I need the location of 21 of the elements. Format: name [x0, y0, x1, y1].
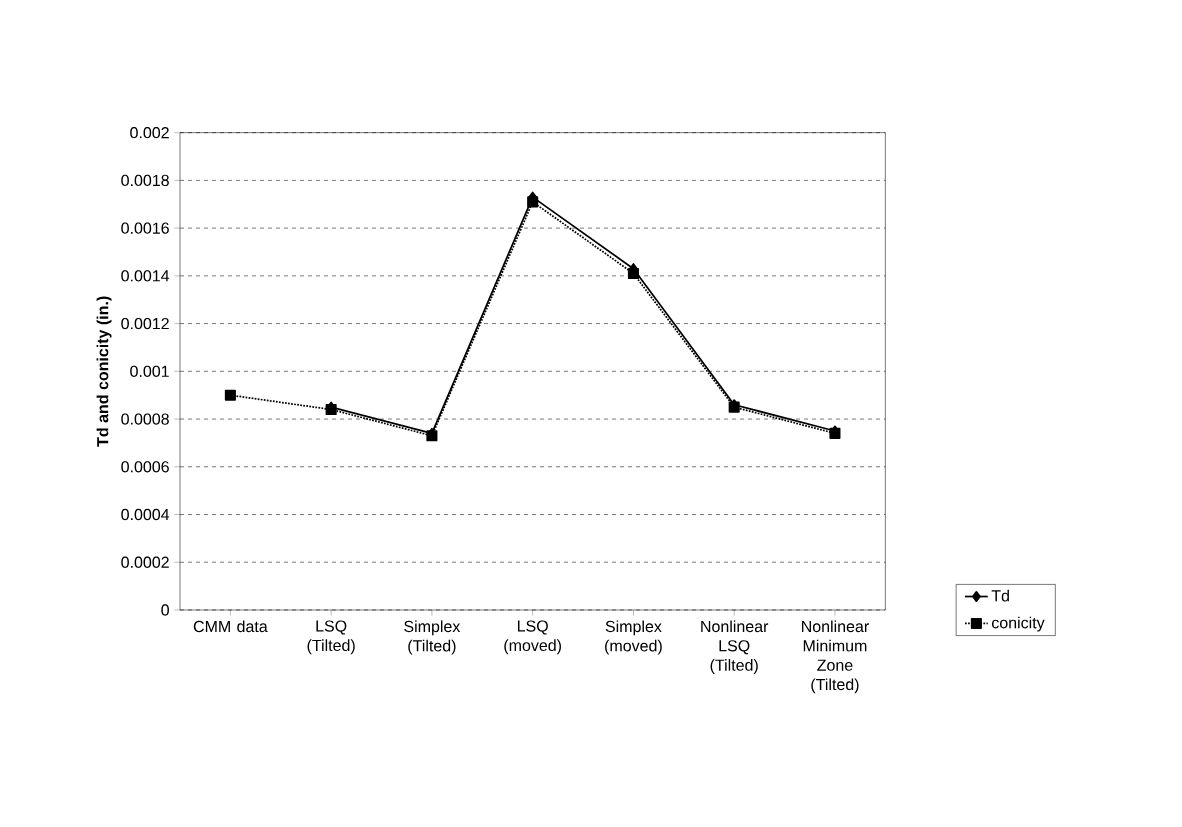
x-tick-label: Simplex (Tilted) [404, 620, 461, 655]
legend-label: conicity [991, 616, 1045, 632]
y-axis-title: Td and conicity (in.) [96, 296, 112, 447]
y-tick-label: 0.002 [130, 127, 169, 139]
x-tick-label: Nonlinear Minimum Zone (Tilted) [802, 620, 869, 694]
x-tick-label: LSQ (Tilted) [307, 620, 355, 655]
y-tick-label: 0.0012 [121, 318, 169, 330]
y-tick-label: 0.0018 [121, 174, 169, 187]
y-tick-label: 0 [161, 604, 169, 616]
x-tick-label: Simplex (moved) [605, 620, 662, 655]
x-tick-label: Nonlinear LSQ (Tilted) [701, 620, 769, 675]
y-tick-label: 0.0002 [121, 556, 169, 569]
x-tick-label: CMM data [193, 620, 268, 633]
y-tick-label: 0.0008 [121, 413, 169, 425]
legend-label: Td [991, 589, 1009, 602]
y-tick-label: 0.0004 [121, 509, 170, 521]
y-tick-label: 0.001 [130, 365, 169, 378]
y-tick-label: 0.0014 [121, 270, 170, 282]
y-tick-label: 0.0006 [121, 461, 169, 473]
y-tick-label: 0.0016 [121, 222, 169, 234]
x-tick-label: LSQ (moved) [504, 620, 561, 655]
